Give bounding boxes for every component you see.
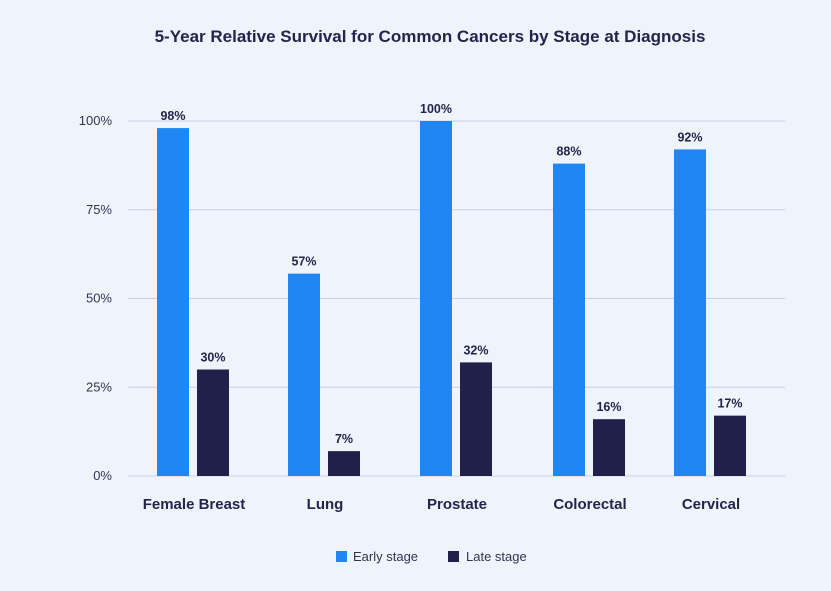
bar-early-prostate bbox=[420, 121, 452, 476]
data-label: 7% bbox=[335, 432, 353, 446]
data-label: 100% bbox=[420, 102, 452, 116]
data-label: 16% bbox=[596, 400, 621, 414]
y-tick-label: 75% bbox=[86, 202, 112, 217]
bar-late-colorectal bbox=[593, 419, 625, 476]
data-label: 88% bbox=[556, 145, 581, 159]
y-tick-label: 0% bbox=[93, 468, 112, 483]
bar-late-female-breast bbox=[197, 369, 229, 476]
labels-layer: 98% 30% Female Breast 57% 7% Lung 100% 32% Prost… bbox=[143, 102, 743, 513]
bars-layer bbox=[157, 121, 746, 476]
data-label: 57% bbox=[291, 255, 316, 269]
y-tick-label: 25% bbox=[86, 379, 112, 394]
bar-early-female-breast bbox=[157, 128, 189, 476]
chart-title: 5-Year Relative Survival for Common Canc… bbox=[155, 27, 706, 46]
x-tick-label: Cervical bbox=[682, 496, 740, 513]
legend: Early stage Late stage bbox=[336, 549, 527, 564]
x-tick-label: Colorectal bbox=[553, 496, 626, 513]
data-label: 98% bbox=[160, 109, 185, 123]
bar-late-prostate bbox=[460, 362, 492, 476]
bar-late-cervical bbox=[714, 415, 746, 476]
legend-label: Late stage bbox=[466, 549, 527, 564]
bar-early-colorectal bbox=[553, 163, 585, 476]
bar-early-lung bbox=[288, 273, 320, 476]
data-label: 32% bbox=[463, 343, 488, 357]
bar-early-cervical bbox=[674, 149, 706, 476]
legend-swatch-early bbox=[336, 551, 347, 562]
legend-swatch-late bbox=[448, 551, 459, 562]
bar-late-lung bbox=[328, 451, 360, 476]
legend-label: Early stage bbox=[353, 549, 418, 564]
y-tick-label: 100% bbox=[79, 113, 113, 128]
y-tick-label: 50% bbox=[86, 291, 112, 306]
data-label: 92% bbox=[677, 130, 702, 144]
x-tick-label: Female Breast bbox=[143, 496, 246, 513]
data-label: 17% bbox=[717, 397, 742, 411]
data-label: 30% bbox=[200, 351, 225, 365]
x-tick-label: Prostate bbox=[427, 496, 487, 513]
x-tick-label: Lung bbox=[307, 496, 344, 513]
